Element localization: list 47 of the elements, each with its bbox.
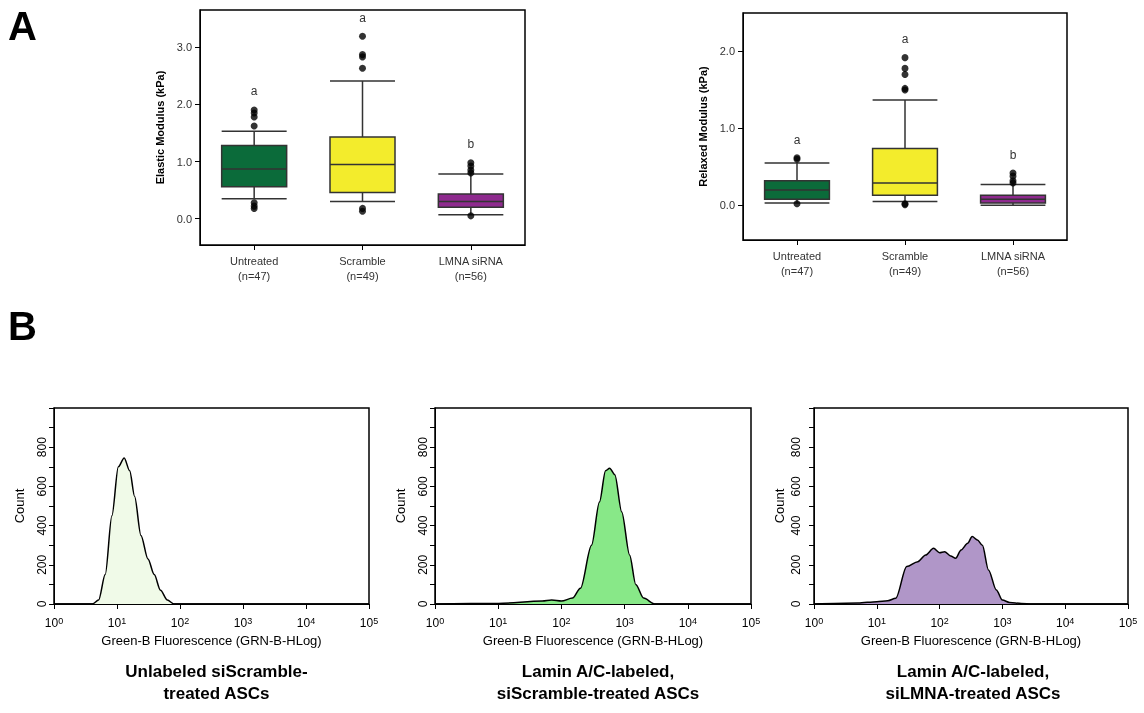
- x-tick-label: Untreated (n=47): [772, 249, 822, 277]
- annotation: a: [359, 10, 367, 25]
- x-tick-label: Untreated (n=47): [230, 254, 279, 282]
- text: Lamin A/C-labeled, siScramble-treated ASCs: [496, 661, 700, 703]
- y-tick-label: 3.0: [176, 41, 192, 54]
- text: Unlabeled siScramble- treated ASCs: [125, 661, 308, 703]
- y-tick-label: 0.0: [176, 212, 192, 225]
- y-tick-label: 2.0: [176, 98, 192, 111]
- y-axis-title: Elastic Modulus (kPa): [154, 70, 167, 185]
- annotation: b: [467, 136, 475, 151]
- text: A: [8, 4, 37, 48]
- x-tick-label: LMNA siRNA (n=56): [980, 249, 1046, 277]
- x-axis-title: Green-B Fluorescence (GRN-B-HLog): [860, 633, 1082, 648]
- y-axis-title: Count: [12, 488, 27, 524]
- y-tick-label: 800: [416, 436, 430, 458]
- y-tick-label: 1.0: [719, 122, 735, 135]
- annotation: a: [250, 84, 258, 99]
- x-axis-title: Green-B Fluorescence (GRN-B-HLog): [101, 633, 322, 648]
- y-tick-label: 800: [789, 436, 803, 458]
- y-tick-label: 400: [35, 515, 49, 536]
- y-tick-label: 600: [789, 476, 803, 497]
- y-tick-label: 0: [35, 600, 49, 608]
- x-tick-label: LMNA siRNA (n=56): [438, 254, 504, 282]
- y-tick-label: 400: [416, 515, 430, 536]
- y-axis-title: Relaxed Modulus (kPa): [697, 65, 710, 187]
- y-tick-label: 200: [416, 554, 430, 575]
- annotation: b: [1009, 147, 1017, 162]
- text: Lamin A/C-labeled, siLMNA-treated ASCs: [885, 661, 1061, 703]
- y-tick-label: 800: [35, 436, 49, 458]
- y-tick-label: 0: [416, 600, 430, 608]
- y-tick-label: 200: [35, 554, 49, 575]
- y-tick-label: 200: [789, 554, 803, 575]
- y-tick-label: 400: [789, 515, 803, 536]
- x-axis-title: Green-B Fluorescence (GRN-B-HLog): [482, 633, 704, 648]
- annotation: a: [793, 132, 801, 147]
- y-tick-label: 0: [789, 600, 803, 608]
- y-tick-label: 0.0: [719, 199, 735, 212]
- y-tick-label: 1.0: [176, 155, 192, 168]
- y-tick-label: 600: [35, 476, 49, 497]
- y-tick-label: 600: [416, 476, 430, 497]
- annotation: a: [901, 32, 909, 47]
- x-tick-label: Scramble (n=49): [881, 249, 929, 277]
- y-axis-title: Count: [772, 488, 787, 524]
- x-tick-label: Scramble (n=49): [339, 254, 386, 282]
- text: B: [8, 304, 37, 348]
- y-axis-title: Count: [393, 488, 408, 524]
- y-tick-label: 2.0: [719, 45, 735, 58]
